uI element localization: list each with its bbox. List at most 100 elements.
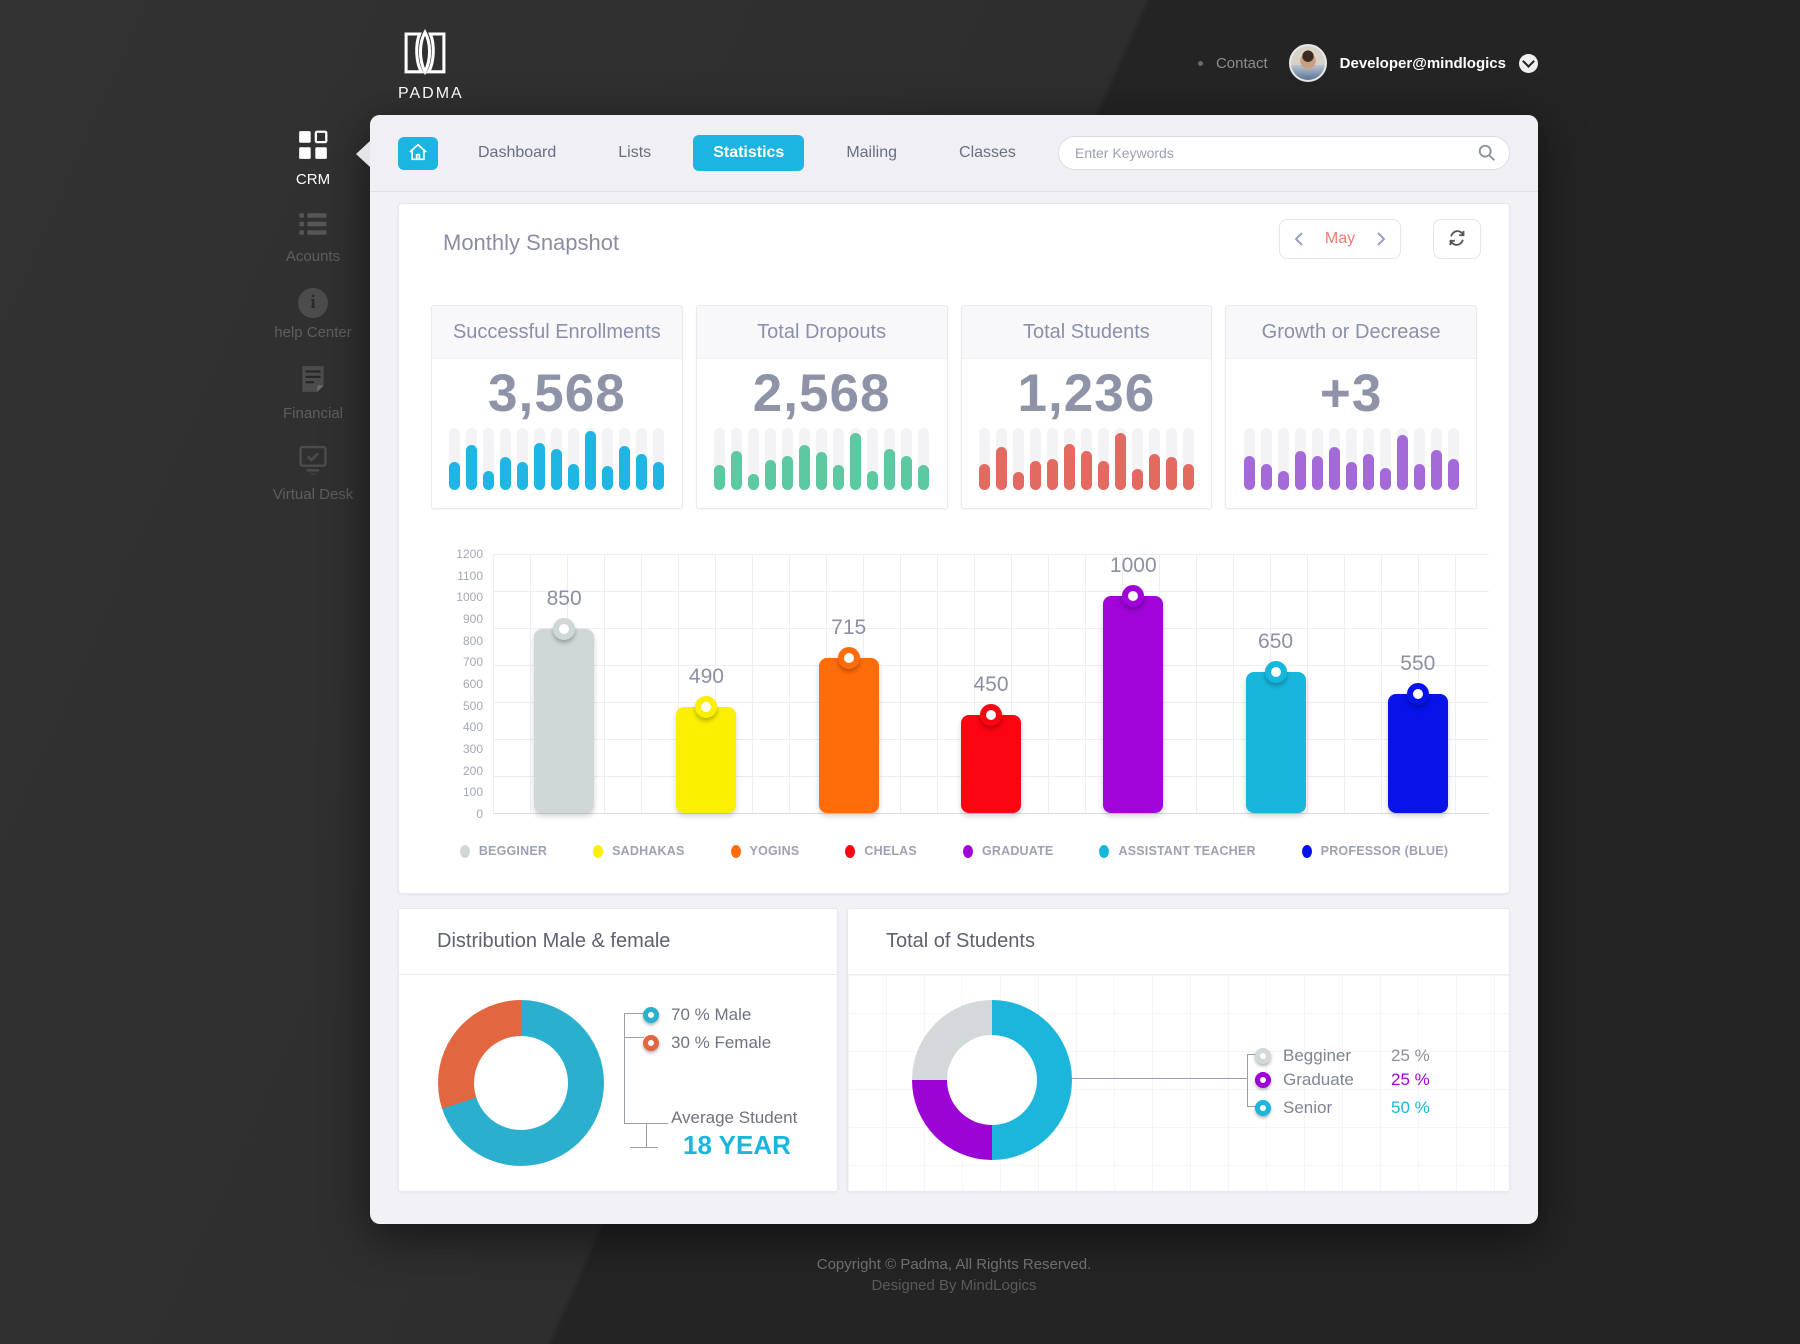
mini-bar: [1114, 432, 1126, 490]
stat-card: Successful Enrollments 3,568: [431, 305, 683, 509]
bar-value-label: 650: [1258, 630, 1294, 653]
mini-bar-track: [1260, 427, 1272, 490]
sidebar-item-financial[interactable]: Financial: [250, 364, 376, 422]
sidebar-item-label: Acounts: [285, 248, 341, 265]
bar-slot: 1000: [1062, 554, 1204, 813]
mini-bar-track: [500, 427, 512, 490]
mini-bar: [568, 463, 580, 490]
mini-bar: [748, 474, 760, 490]
connector-line: [1072, 1078, 1247, 1079]
next-month-button[interactable]: [1370, 228, 1392, 250]
total-students-legend-row: Begginer 25 %: [1255, 1046, 1430, 1066]
mini-bar-track: [1430, 427, 1442, 490]
current-month-label: May: [1324, 230, 1356, 247]
legend-item: GRADUATE: [962, 844, 1054, 858]
mini-bar-track: [517, 427, 529, 490]
legend-item: YOGINS: [730, 844, 800, 858]
mini-bar: [850, 432, 862, 490]
y-axis-tick: 900: [462, 612, 483, 626]
sidebar-item-virtual-desk[interactable]: Virtual Desk: [250, 445, 376, 503]
bar-top-marker: [695, 696, 718, 718]
search-box: [1058, 136, 1510, 170]
mini-bar-track: [731, 427, 743, 490]
legend-dot-icon: [1099, 844, 1110, 858]
mini-bar-track: [850, 427, 862, 490]
bar-graduate[interactable]: [1103, 585, 1164, 813]
bar-value-label: 550: [1400, 652, 1436, 675]
mini-bar: [1413, 463, 1425, 490]
search-icon[interactable]: [1477, 143, 1497, 168]
mini-bar-track: [782, 427, 794, 490]
contact-link[interactable]: Contact: [1215, 54, 1268, 72]
legend-item: PROFESSOR (BLUE): [1301, 844, 1449, 858]
bar-chelas[interactable]: [960, 704, 1021, 813]
mini-bar: [978, 463, 990, 490]
legend-label: 30 % Female: [671, 1033, 772, 1052]
sidebar-item-acounts[interactable]: Acounts: [250, 211, 376, 265]
user-email: Developer@mindlogics: [1339, 54, 1506, 72]
legend-ring-icon: [643, 1007, 659, 1023]
mini-bar-track: [534, 427, 546, 490]
search-input[interactable]: [1058, 136, 1510, 170]
mini-bar-track: [1396, 427, 1408, 490]
mini-bar: [551, 449, 563, 490]
document-icon: [300, 364, 326, 399]
refresh-icon: [1447, 228, 1467, 251]
tab-statistics[interactable]: Statistics: [693, 135, 805, 171]
chart-legend: BEGGINER SADHAKAS YOGINS CHELAS GRADUATE ASSI…: [399, 844, 1509, 858]
bar-slot: 650: [1204, 554, 1346, 813]
user-avatar[interactable]: [1288, 44, 1327, 82]
mini-bar-track: [1182, 427, 1194, 490]
distribution-card-title: Distribution Male & female: [399, 909, 837, 975]
tab-mailing[interactable]: Mailing: [826, 135, 917, 171]
mini-bar: [833, 464, 845, 490]
mini-bar: [602, 466, 614, 490]
bar-begginer[interactable]: [534, 618, 595, 813]
previous-month-button[interactable]: [1288, 228, 1310, 250]
bar-slot: 490: [635, 554, 777, 813]
mini-bar-track: [1328, 427, 1340, 490]
sidebar-item-help-center[interactable]: i help Center: [250, 288, 376, 341]
mini-bar: [636, 453, 648, 490]
mini-bar: [765, 459, 777, 490]
stat-card: Total Students 1,236: [960, 305, 1213, 509]
home-button[interactable]: [398, 136, 438, 170]
tab-lists[interactable]: Lists: [598, 135, 671, 171]
bar-top-marker: [1406, 683, 1429, 705]
mini-bar: [500, 457, 512, 490]
tab-classes[interactable]: Classes: [939, 135, 1036, 171]
bar-assistant-teacher[interactable]: [1245, 661, 1306, 813]
mini-bar: [585, 430, 597, 490]
mini-bar: [918, 464, 930, 490]
bar-sadhakas[interactable]: [676, 696, 737, 813]
refresh-button[interactable]: [1433, 219, 1481, 259]
y-axis-tick: 1100: [457, 568, 483, 583]
mini-bar: [995, 447, 1007, 490]
connector-line: [646, 1123, 647, 1147]
students-bar-chart: 1200 1100 1000 900 800 700 600 500 400 300 200 100 0…: [443, 547, 1489, 821]
mini-bar-track: [1148, 427, 1160, 490]
sidebar-pointer-notch: [356, 141, 370, 167]
male-female-donut-chart: [438, 1000, 604, 1166]
sidebar-item-crm[interactable]: CRM: [250, 130, 376, 188]
stat-card-row: Successful Enrollments 3,568 Total Dropout…: [431, 305, 1477, 509]
legend-label: SADHAKAS: [612, 844, 685, 858]
tab-dashboard[interactable]: Dashboard: [458, 135, 576, 171]
bar-slot: 715: [778, 554, 920, 813]
legend-ring-icon: [1255, 1072, 1271, 1088]
total-students-legend-row: Senior 50 %: [1255, 1098, 1430, 1118]
bar-value-label: 715: [831, 616, 867, 639]
mini-bar-track: [884, 427, 896, 490]
mini-bar: [1012, 472, 1024, 490]
mini-bar-track: [748, 427, 760, 490]
mini-bar: [1379, 467, 1391, 490]
mini-bar-track: [1046, 427, 1058, 490]
y-axis: 1200 1100 1000 900 800 700 600 500 400 300 200 100 0: [443, 547, 483, 821]
legend-label: 70 % Male: [671, 1005, 752, 1024]
user-menu-chevron-down-icon[interactable]: [1519, 53, 1538, 73]
stat-card-title: Successful Enrollments: [452, 320, 661, 343]
bar-yogins[interactable]: [818, 647, 879, 813]
bar-professor-blue-[interactable]: [1387, 683, 1448, 813]
bar-slot: 550: [1347, 554, 1489, 813]
legend-label: CHELAS: [864, 844, 917, 858]
